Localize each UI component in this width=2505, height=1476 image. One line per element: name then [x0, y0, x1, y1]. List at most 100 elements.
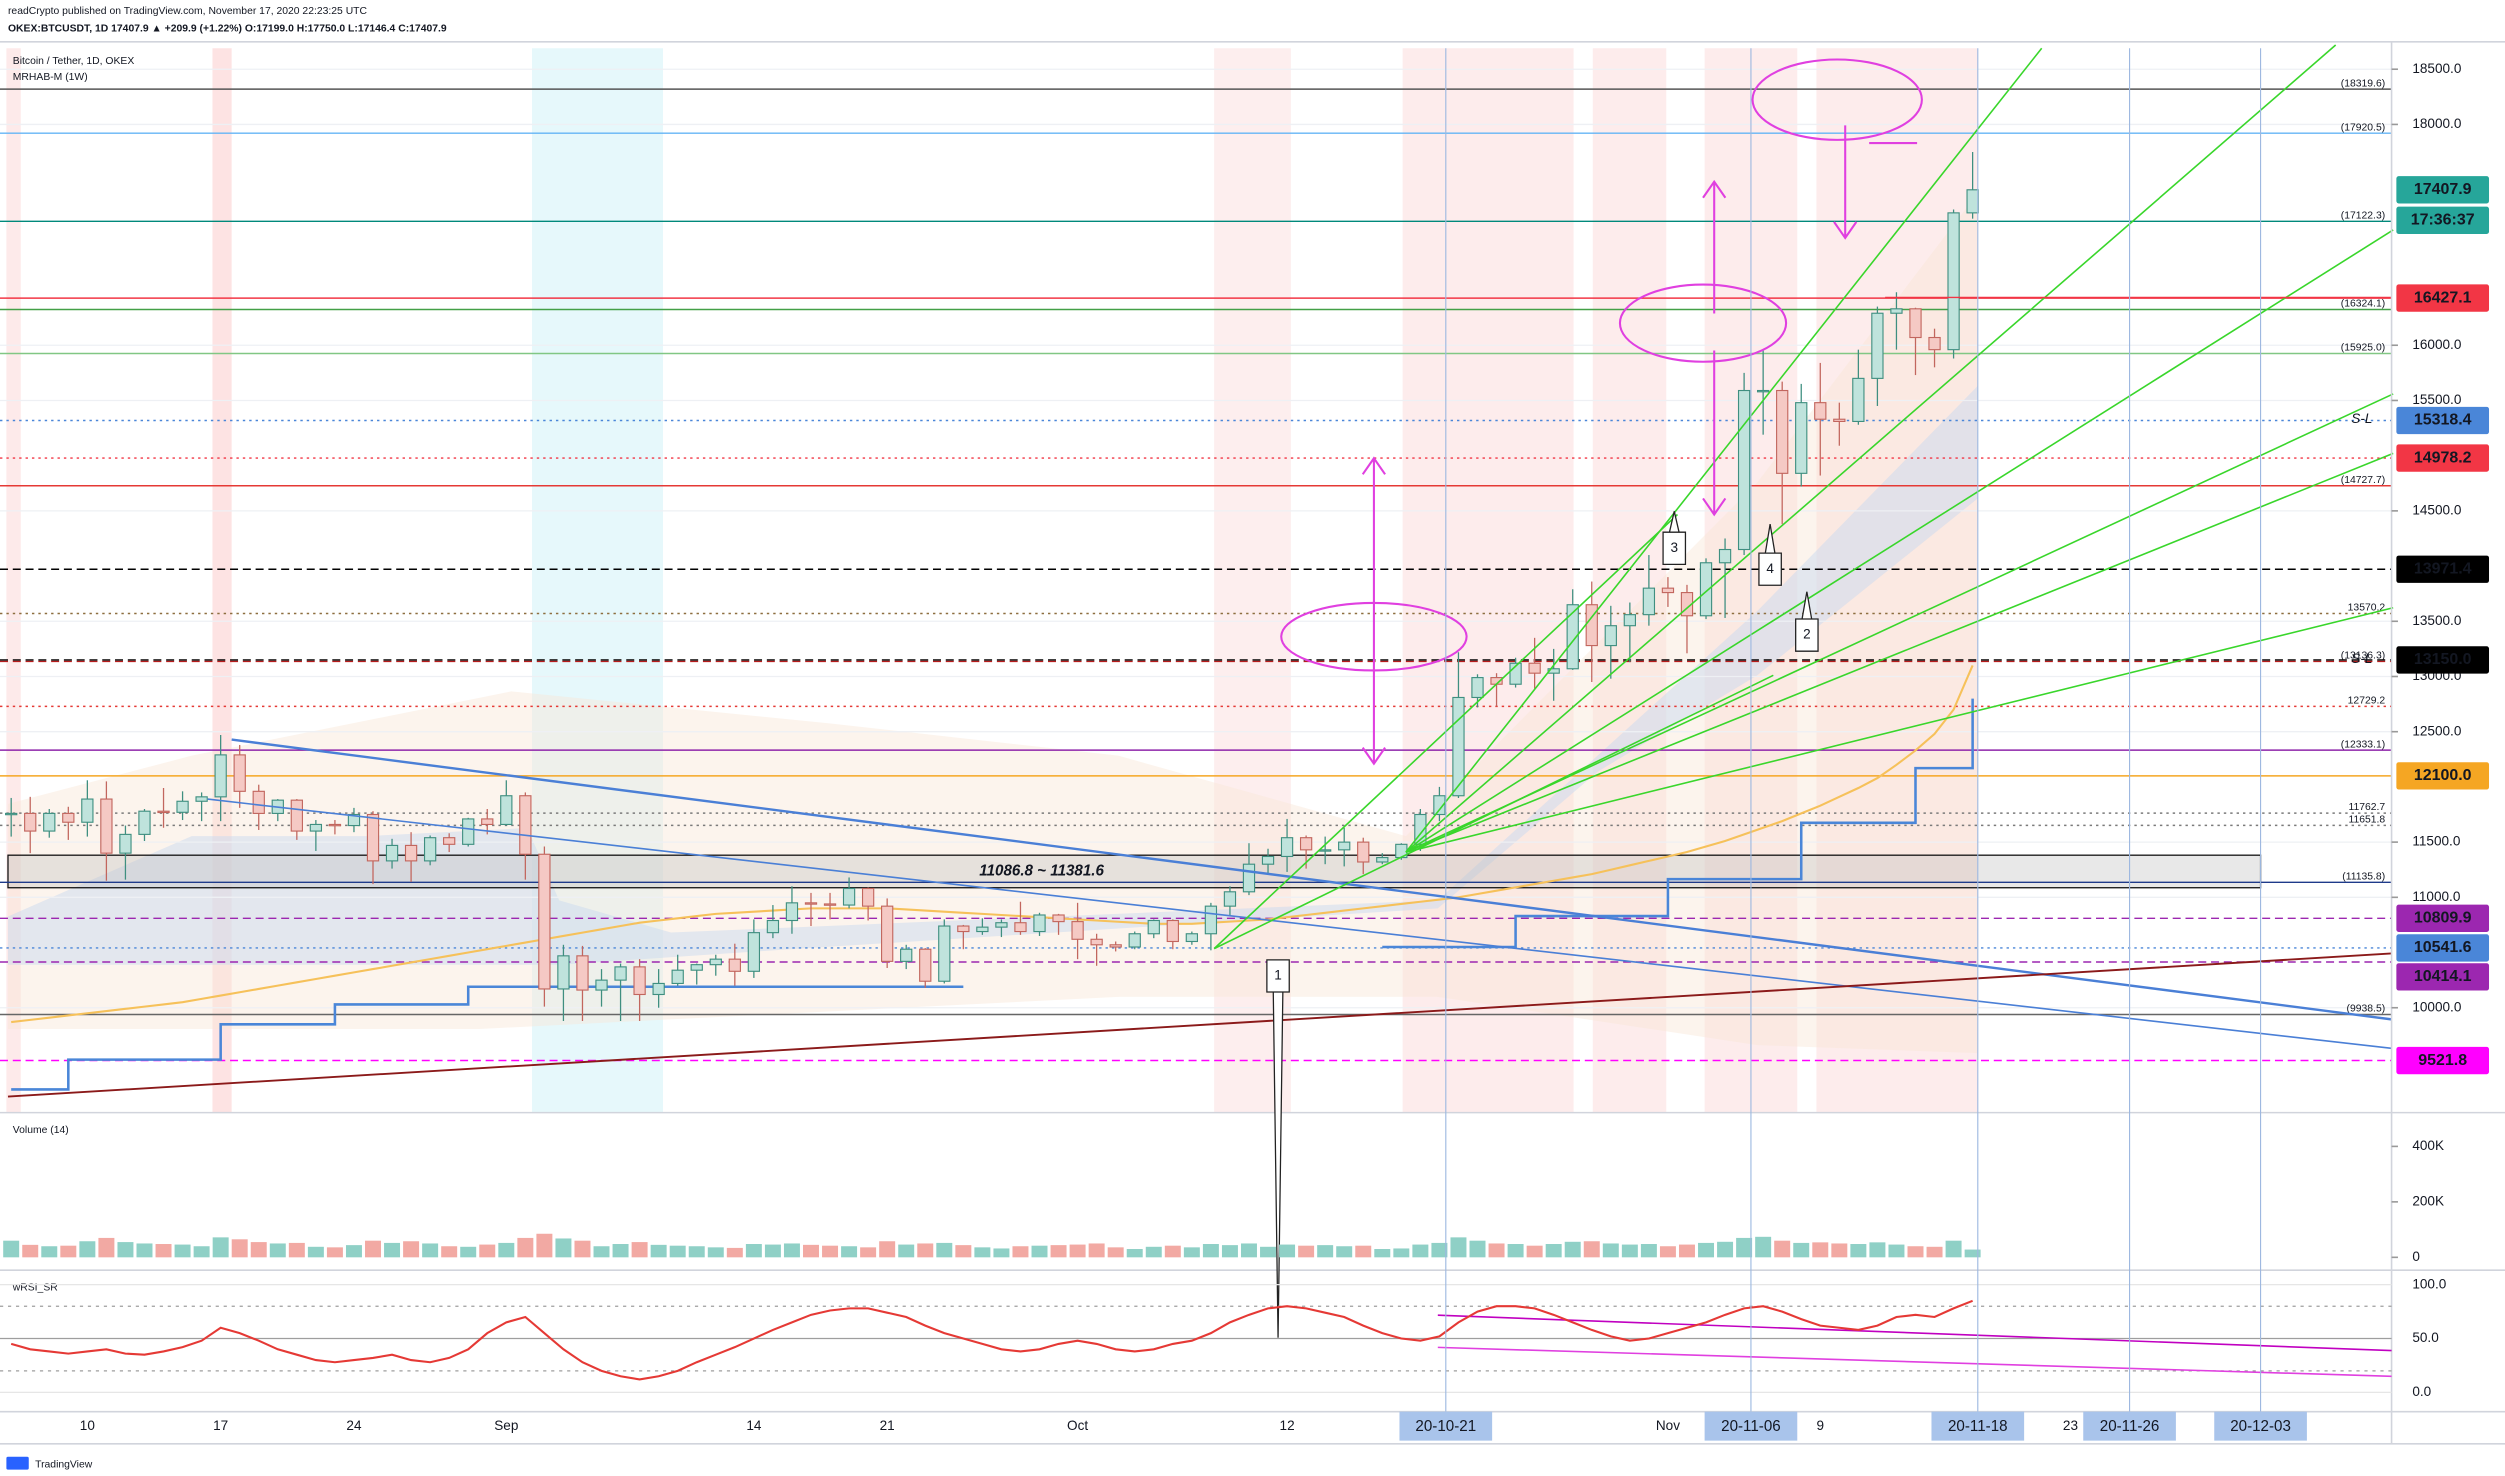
- callout: [1266, 959, 1290, 1338]
- volume-bar: [745, 1244, 762, 1258]
- volume-bar: [898, 1244, 915, 1258]
- candle-body: [1357, 841, 1370, 863]
- volume-bar: [1717, 1241, 1734, 1258]
- candle-body: [1547, 668, 1560, 674]
- candle-body: [1376, 857, 1389, 863]
- candle-body: [1033, 914, 1046, 933]
- volume-bar: [345, 1245, 362, 1258]
- volume-bar: [1317, 1245, 1334, 1258]
- candle-body: [1928, 336, 1941, 351]
- candle-body: [709, 958, 722, 966]
- trend-line: [7, 952, 2392, 1098]
- candle-body: [1090, 938, 1103, 946]
- price-badge: [2396, 555, 2490, 583]
- volume-bar: [783, 1243, 800, 1258]
- volume-bar: [1545, 1244, 1562, 1258]
- candle-body: [900, 948, 913, 962]
- volume-bar: [1355, 1245, 1372, 1258]
- candle-body: [690, 964, 703, 971]
- candle-body: [347, 813, 361, 827]
- candle-body: [81, 798, 94, 823]
- volume-bar: [1031, 1245, 1048, 1258]
- candle-body: [976, 926, 989, 933]
- volume-bar: [498, 1242, 515, 1258]
- volume-bar: [155, 1244, 172, 1258]
- volume-bar: [650, 1244, 667, 1258]
- level-label: 13570.2: [2348, 603, 2386, 614]
- candle-body: [1052, 914, 1065, 923]
- candle-body: [823, 903, 837, 906]
- volume-bar: [3, 1240, 20, 1258]
- callout: [1662, 511, 1687, 565]
- arrow: [1702, 179, 1727, 314]
- x-tick-label: Oct: [1067, 1418, 1088, 1433]
- candle-body: [1642, 587, 1656, 616]
- volume-bar: [860, 1247, 877, 1258]
- level-label: (16324.1): [2341, 299, 2385, 310]
- volume-bar: [1412, 1244, 1429, 1258]
- x-tick-label: Nov: [1656, 1418, 1680, 1433]
- level-label: 11762.7: [2348, 802, 2385, 813]
- volume-bar: [1126, 1249, 1143, 1258]
- candle-body: [1528, 662, 1541, 674]
- volume-bar: [536, 1233, 553, 1258]
- sl-label: S-L: [2351, 411, 2372, 426]
- x-tick-label: 10: [80, 1418, 96, 1433]
- rsi-tick-label: 0.0: [2412, 1384, 2431, 1399]
- volume-bar: [307, 1246, 324, 1258]
- candle-body: [671, 969, 684, 985]
- volume-bar: [1831, 1243, 1848, 1258]
- candle-body: [1509, 662, 1522, 685]
- volume-bar: [441, 1246, 458, 1258]
- candle-body: [100, 798, 113, 854]
- x-tick-label: 9: [1817, 1418, 1825, 1433]
- level-label: (12333.1): [2341, 739, 2385, 750]
- volume-bar: [1450, 1237, 1467, 1258]
- fan-line: [1405, 452, 2394, 853]
- fan-line: [1213, 674, 1774, 950]
- volume-bar: [1640, 1244, 1657, 1258]
- volume-bar: [479, 1244, 496, 1258]
- volume-bar: [669, 1245, 686, 1258]
- ellipse: [1751, 58, 1923, 141]
- volume-bar: [974, 1247, 991, 1258]
- level-label: 12729.2: [2348, 695, 2386, 706]
- volume-bar: [1926, 1246, 1943, 1258]
- arrow: [1702, 350, 1727, 517]
- y-tick-label: 18500.0: [2412, 61, 2461, 76]
- date-marker-label: 20-11-06: [1721, 1418, 1781, 1435]
- band: [1402, 48, 1574, 1113]
- quote-line: OKEX:BTCUSDT, 1D 17407.9 ▲ +209.9 (+1.22…: [8, 24, 447, 35]
- candle-body: [119, 833, 132, 854]
- x-tick-label: 24: [346, 1418, 362, 1433]
- candle-body: [1737, 389, 1751, 551]
- volume-bar: [231, 1239, 248, 1258]
- candle-body: [481, 818, 494, 826]
- volume-bar: [593, 1246, 610, 1258]
- candle-body: [1585, 604, 1598, 647]
- price-badge-label: 10414.1: [2414, 967, 2472, 985]
- volume-bar: [403, 1241, 420, 1258]
- candle-body: [1319, 849, 1332, 852]
- price-badge: [2396, 284, 2490, 312]
- candle-body: [233, 754, 246, 792]
- price-badge: [2396, 904, 2490, 932]
- volume-bar: [1107, 1247, 1124, 1258]
- fan-line: [1405, 606, 2394, 853]
- date-marker: [2214, 1411, 2307, 1441]
- candle-body: [404, 844, 418, 862]
- volume-bar: [993, 1248, 1010, 1258]
- candle-body: [1014, 922, 1027, 933]
- volume-tick-label: 400K: [2412, 1138, 2444, 1153]
- volume-bar: [1431, 1242, 1448, 1258]
- rsi-title: wRSI_SR: [12, 1283, 58, 1294]
- volume-title: Volume (14): [13, 1125, 69, 1136]
- candle-body: [652, 982, 665, 996]
- candle-body: [1223, 891, 1237, 907]
- volume-bar: [726, 1247, 743, 1258]
- candle-body: [881, 905, 894, 962]
- date-marker: [1399, 1411, 1493, 1441]
- date-marker-label: 20-12-03: [2230, 1418, 2291, 1435]
- x-tick-label: 17: [213, 1418, 228, 1433]
- candle-body: [195, 796, 208, 802]
